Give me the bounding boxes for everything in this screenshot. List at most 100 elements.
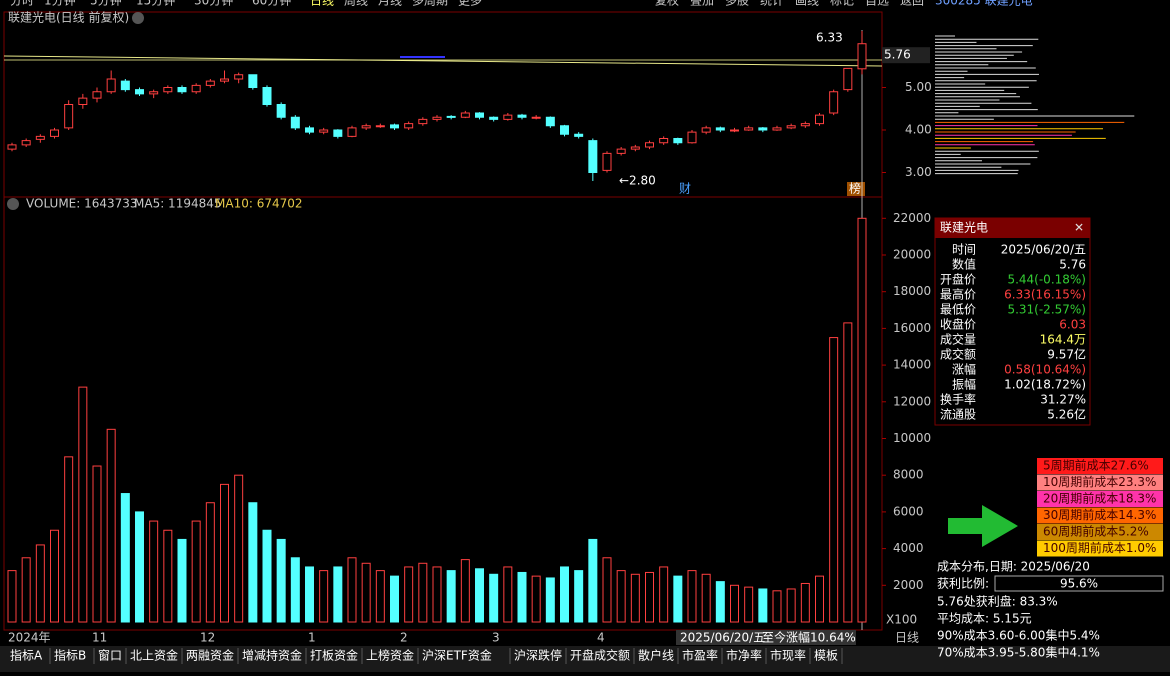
candle-body (177, 87, 187, 93)
candle-body (220, 78, 229, 82)
bottom-tab[interactable]: 市现率 (770, 648, 806, 663)
volume-bar (758, 588, 768, 623)
candle-body (730, 129, 739, 132)
badge: 榜 (849, 181, 861, 196)
candle-body (248, 74, 258, 88)
dropdown[interactable] (132, 12, 144, 24)
volume-bar (361, 562, 371, 623)
bottom-tab[interactable]: 两融资金 (186, 648, 234, 663)
action-button[interactable]: 叠加 (690, 0, 714, 8)
volume-bar (531, 575, 541, 623)
bottom-tab[interactable]: 上榜资金 (366, 648, 414, 663)
period-tab[interactable]: 1分钟 (44, 0, 76, 8)
bottom-tab[interactable]: 指标A (10, 648, 43, 663)
candle-body (347, 127, 357, 137)
period-tab[interactable]: 日线 (310, 0, 334, 8)
action-button[interactable]: 画线 (795, 0, 819, 8)
candle-body (630, 146, 640, 150)
action-button[interactable]: 多股 (725, 0, 749, 8)
bottom-tab[interactable]: 指标B (54, 648, 86, 663)
info-value: 1.02(18.72%) (1004, 378, 1086, 392)
info-label: 开盘价 (940, 272, 976, 287)
period-tab[interactable]: 30分钟 (194, 0, 233, 8)
ma5: MA5: 1194845 (134, 197, 222, 211)
candle-body (489, 116, 499, 120)
action-button[interactable]: 返回 (900, 0, 924, 8)
bottom-tab[interactable]: 打板资金 (310, 648, 358, 663)
period-tab[interactable]: 分时 (10, 0, 34, 8)
candle-body (276, 104, 286, 118)
tab-bar (0, 646, 1170, 672)
price-tick-label: 3.00 (905, 165, 932, 179)
candle-body (234, 74, 244, 80)
candle-body (35, 135, 45, 140)
bottom-tab[interactable]: 市盈率 (682, 648, 718, 663)
volume-bar (347, 557, 357, 623)
action-button[interactable]: 标记 (830, 0, 854, 8)
candle-body (815, 114, 824, 125)
dropdown[interactable] (7, 198, 19, 210)
candle-body (375, 125, 385, 128)
volume-bar (234, 474, 244, 623)
candle-body (701, 127, 711, 133)
date-label: 11 (92, 631, 107, 645)
bottom-tab[interactable]: 增减持资金 (242, 648, 302, 663)
volume-bar (50, 529, 59, 623)
bottom-tab[interactable]: 开盘成交额 (570, 648, 630, 663)
info-label: 最高价 (940, 287, 976, 302)
action-button[interactable]: 复权 (655, 0, 679, 8)
period[interactable]: 日线 (895, 631, 919, 645)
period-tab[interactable]: 60分钟 (252, 0, 291, 8)
volume-bar (319, 570, 329, 623)
candle-body (715, 127, 725, 131)
volume-tick-label: 16000 (893, 321, 931, 335)
candle-body (21, 140, 31, 146)
volume-bar (35, 544, 45, 623)
price-tick-label: 5.00 (905, 80, 932, 94)
trend-line (3, 55, 883, 67)
period-tab[interactable]: 更多 (458, 0, 482, 8)
current-price: 5.76 (884, 48, 911, 62)
info-value: 5.44(-0.18%) (1007, 273, 1086, 287)
bottom-tab[interactable]: 模板 (814, 649, 838, 663)
candle-body (78, 97, 88, 105)
bottom-tab[interactable]: 散户线 (638, 648, 674, 663)
volume-bar (446, 570, 456, 623)
period-tab[interactable]: 月线 (378, 0, 402, 8)
action-button[interactable]: 统计 (760, 0, 784, 8)
action-button[interactable]: 自选 (865, 0, 889, 8)
current-price-box (882, 47, 930, 64)
candle-body (588, 140, 598, 173)
candle-body (800, 123, 810, 127)
candle-body (503, 114, 513, 120)
legend-swatch (1037, 458, 1163, 474)
period-tab[interactable]: 5分钟 (90, 0, 122, 8)
volume-bar (177, 538, 187, 623)
period-tab[interactable]: 15分钟 (136, 0, 175, 8)
candle-body (616, 148, 626, 154)
cursor-date-box (676, 630, 856, 645)
candle-body (574, 133, 584, 137)
bottom-tab[interactable]: 市净率 (726, 648, 762, 663)
volume-bar (772, 590, 782, 623)
info-label: 收盘价 (940, 317, 976, 332)
volume-bar (191, 520, 201, 623)
volume-bar (659, 566, 669, 623)
bottom-tab[interactable]: 沪深跌停 (514, 648, 562, 663)
close-button[interactable]: ✕ (1074, 221, 1084, 235)
period-tab[interactable]: 周线 (344, 0, 368, 8)
price-tick-label: 4.00 (905, 123, 932, 137)
volume-bar (701, 573, 711, 623)
volume-bar (460, 559, 470, 623)
volume-bar (418, 562, 428, 623)
candle-body (404, 123, 414, 129)
bottom-tab[interactable]: 窗口 (98, 649, 122, 663)
bottom-tab[interactable]: 北上资金 (130, 648, 178, 663)
volume-frame (3, 196, 883, 631)
volume-bar (305, 566, 314, 623)
bottom-tab[interactable]: 沪深ETF资金 (422, 648, 492, 663)
candle-body (319, 129, 329, 133)
cursor-date: 2025/06/20/五 (680, 631, 765, 645)
period-tab[interactable]: 多周期 (412, 0, 448, 8)
